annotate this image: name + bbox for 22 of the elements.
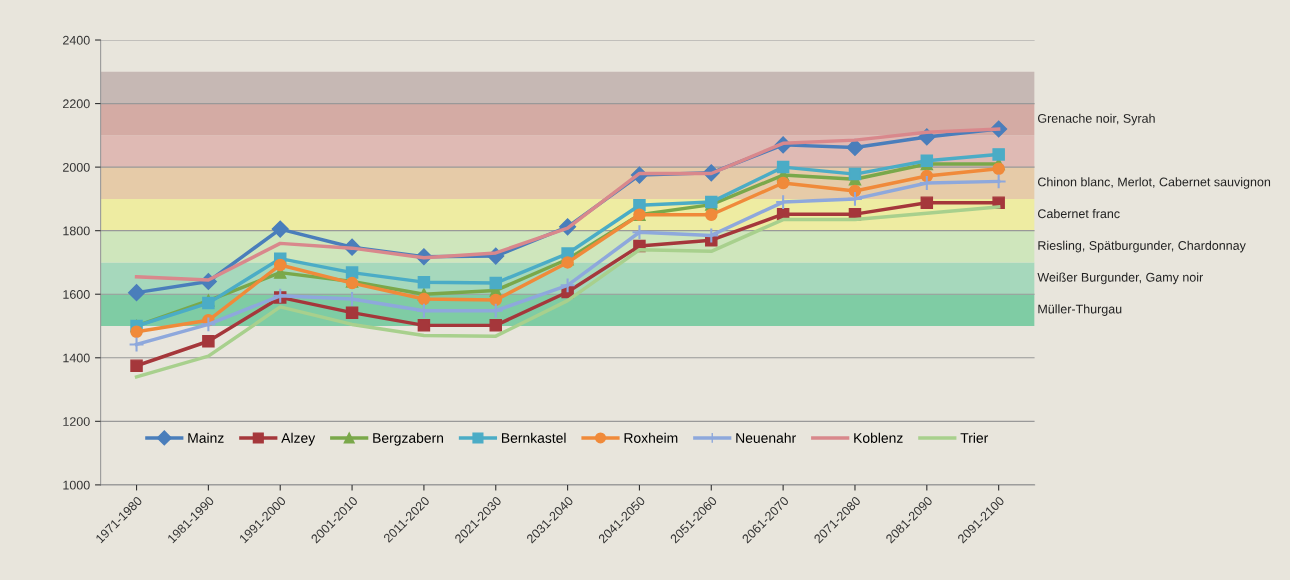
legend-label: Trier [960, 432, 989, 443]
band-label: Weißer Burgunder, Gamy noir [1037, 272, 1203, 285]
y-tick-label: 2200 [63, 99, 90, 109]
band-label: Müller-Thurgau [1038, 304, 1122, 316]
y-tick-label: 2000 [63, 162, 90, 172]
legend-label: Koblenz [854, 432, 903, 443]
y-tick-label: 1600 [63, 290, 90, 299]
legend-label: Bernkastel [502, 432, 566, 443]
band-label: Riesling, Spätburgunder, Chardonnay [1038, 240, 1246, 253]
legend-label: Roxheim [624, 432, 678, 443]
band-label: Chinon blanc, Merlot, Cabernet sauvignon [1038, 177, 1271, 189]
legend-label: Bergzabern [373, 432, 444, 446]
band-label: Grenache noir, Syrah [1038, 113, 1155, 126]
y-tick-label: 1200 [63, 417, 90, 426]
legend-label: Mainz [188, 432, 224, 443]
y-tick-label: 2400 [63, 35, 90, 45]
band-label: Cabernet franc [1038, 208, 1120, 219]
y-tick-label: 1000 [63, 480, 90, 490]
y-tick-label: 1400 [63, 353, 90, 363]
y-tick-label: 1800 [63, 226, 90, 236]
legend-label: Alzey [281, 432, 316, 446]
legend-label: Neuenahr [736, 432, 796, 443]
